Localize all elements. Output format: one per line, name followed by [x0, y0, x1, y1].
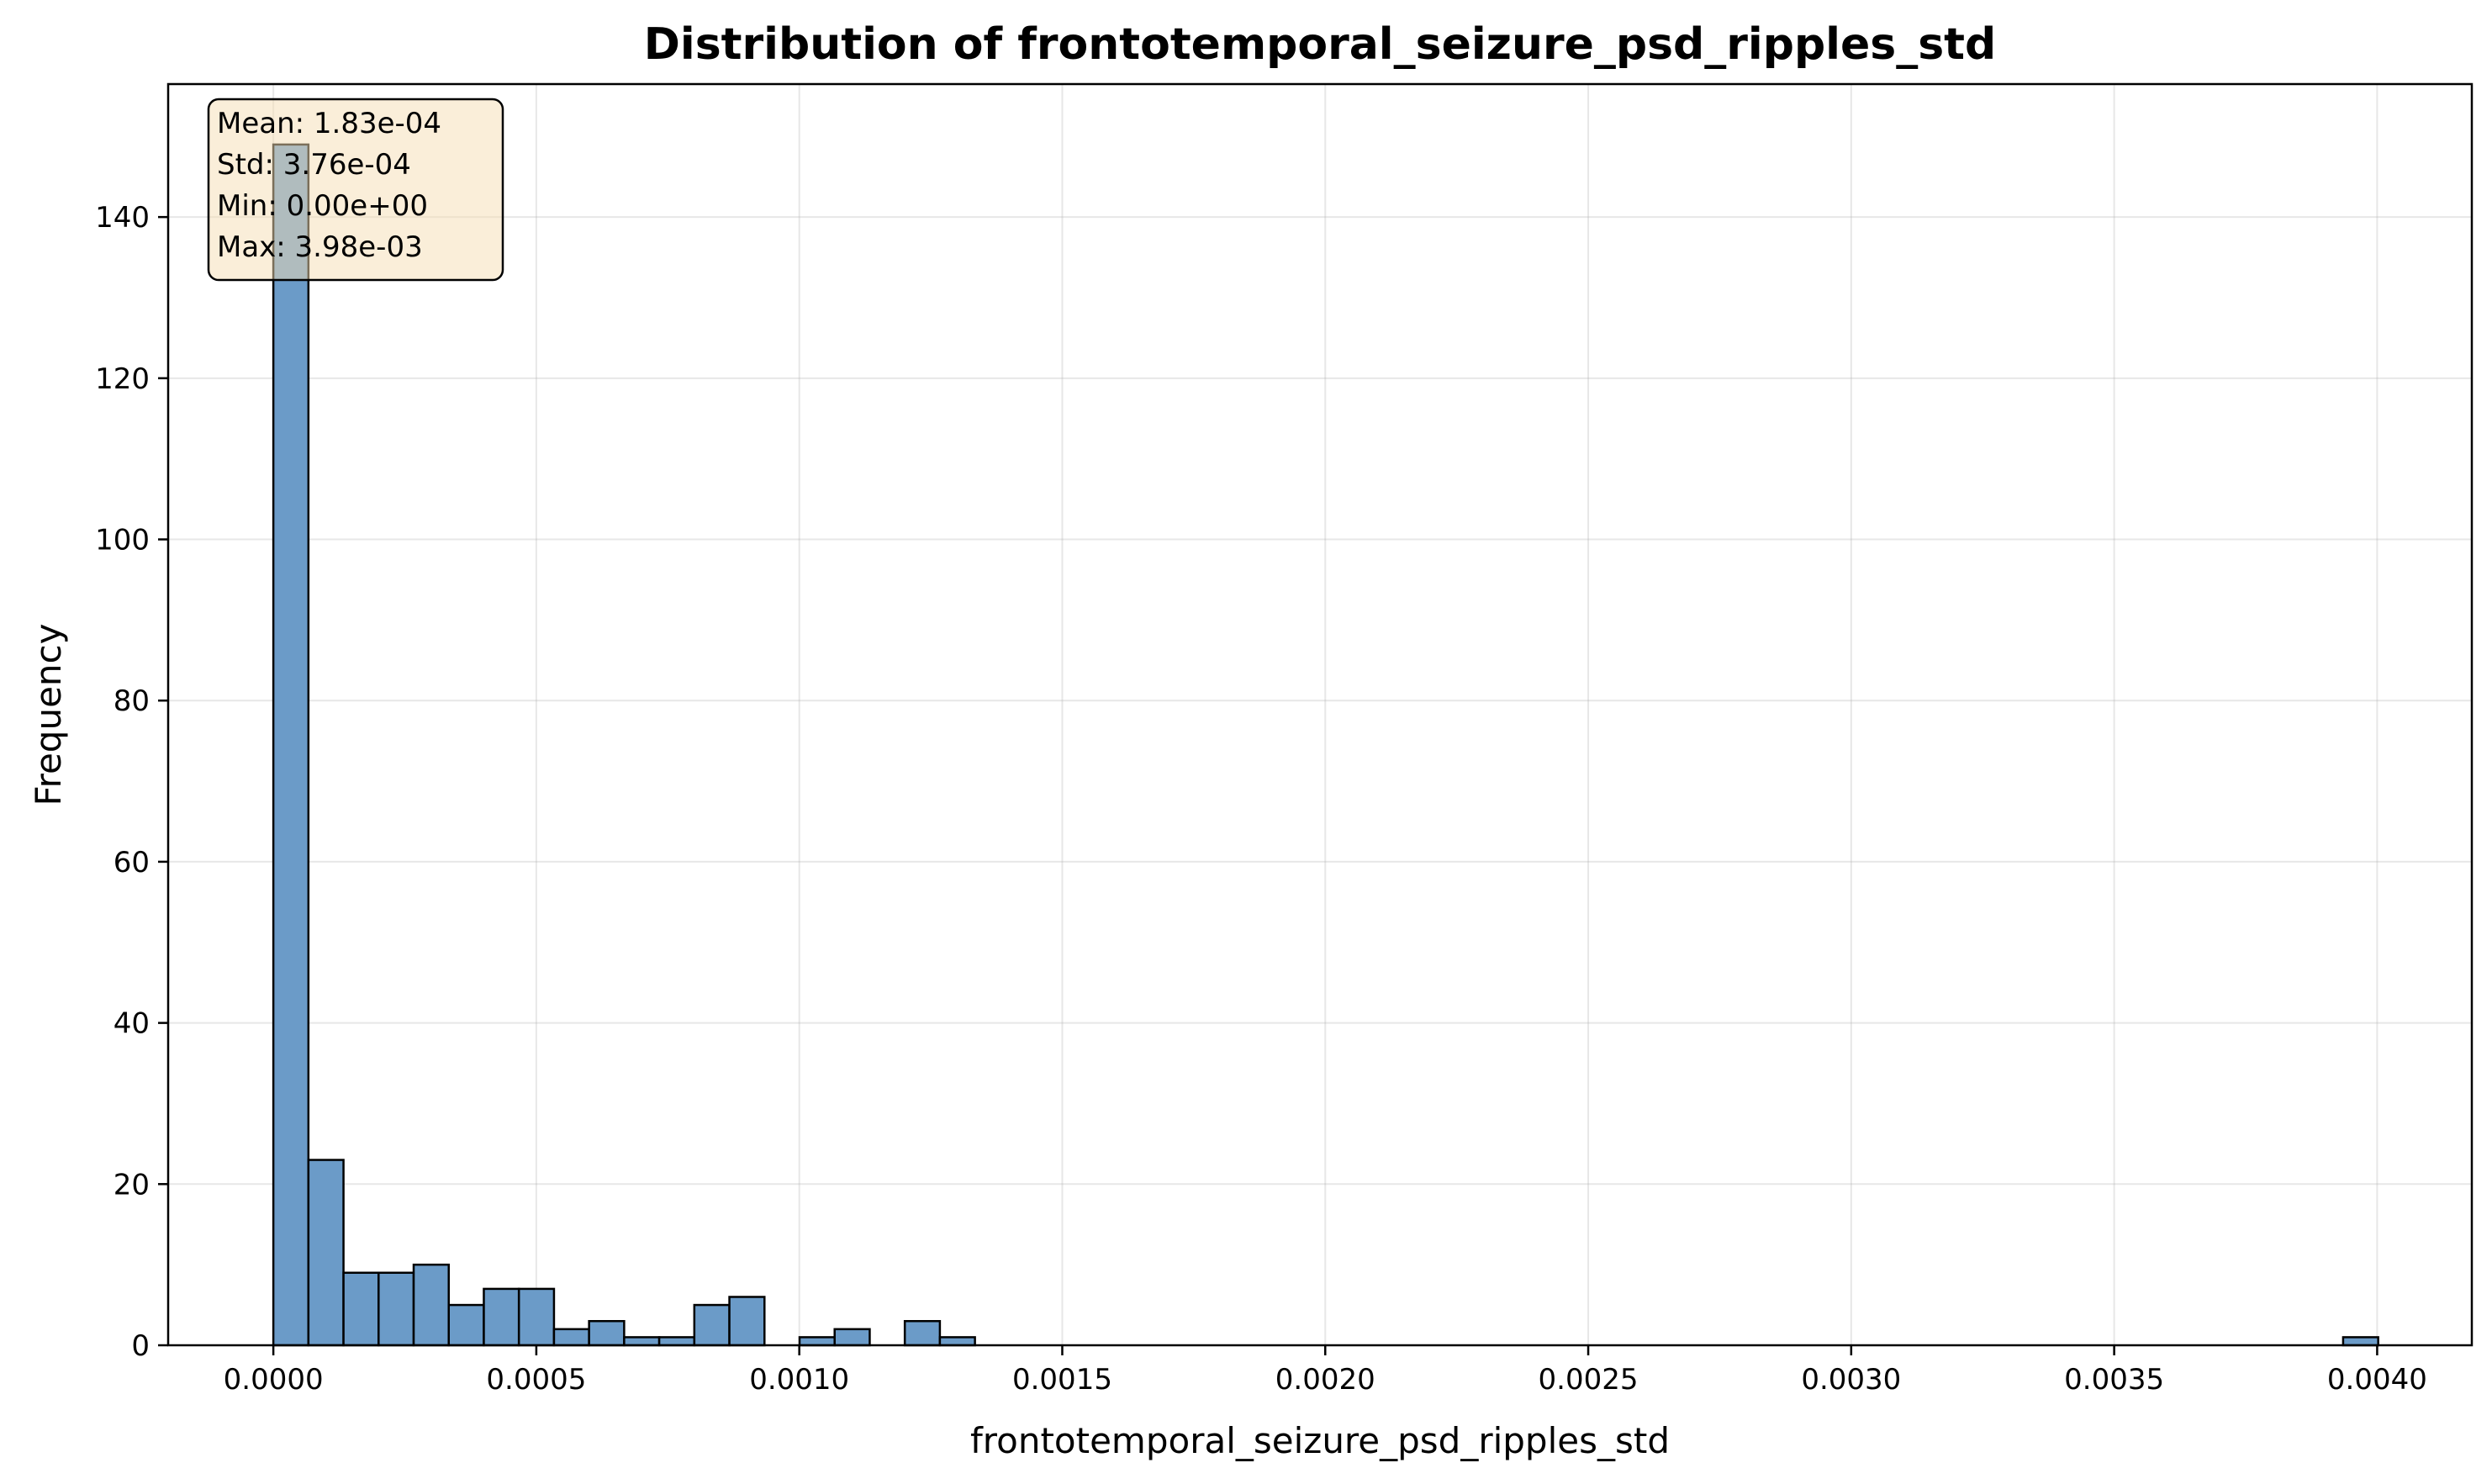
x-tick-label: 0.0035: [2064, 1363, 2164, 1397]
x-tick-label: 0.0040: [2327, 1363, 2427, 1397]
x-tick-label: 0.0020: [1275, 1363, 1375, 1397]
histogram-bar: [307, 1159, 345, 1347]
y-tick-label: 120: [95, 362, 150, 396]
y-tick-label: 60: [114, 846, 150, 879]
axes: 0.0000 0.0005 0.0010 0.0015 0.0020 0.0025 0.00…: [95, 201, 2427, 1397]
histogram-bar: [833, 1328, 871, 1347]
histogram-bar: [272, 143, 310, 1347]
bars: [272, 143, 2379, 1347]
stats-max: Max: 3.98e-03: [217, 230, 423, 264]
x-tick-label: 0.0015: [1012, 1363, 1112, 1397]
stats-std: Std: 3.76e-04: [217, 148, 411, 182]
stats-box: Mean: 1.83e-04 Std: 3.76e-04 Min: 0.00e+…: [207, 98, 504, 282]
x-tick-label: 0.0005: [486, 1363, 586, 1397]
y-tick-label: 140: [95, 201, 150, 235]
histogram-bar: [903, 1319, 942, 1347]
histogram-bar: [693, 1303, 731, 1347]
x-tick-label: 0.0000: [224, 1363, 324, 1397]
x-tick-label: 0.0030: [1801, 1363, 1901, 1397]
histogram-bar: [447, 1303, 485, 1347]
chart-title: Distribution of frontotemporal_seizure_p…: [644, 19, 1997, 70]
grid: [168, 84, 2472, 1346]
histogram-bar: [483, 1287, 520, 1347]
histogram-bar: [938, 1336, 976, 1347]
stats-min: Min: 0.00e+00: [217, 189, 428, 223]
x-axis-label: frontotemporal_seizure_psd_ripples_std: [970, 1420, 1670, 1461]
histogram-bar: [728, 1296, 766, 1347]
y-tick-label: 80: [114, 684, 150, 718]
histogram-bar: [552, 1328, 590, 1347]
y-tick-label: 0: [131, 1329, 150, 1363]
histogram-bar: [2342, 1336, 2379, 1347]
plot-frame: [166, 82, 2474, 1347]
y-tick-label: 20: [114, 1168, 150, 1201]
x-tick-label: 0.0025: [1539, 1363, 1639, 1397]
y-axis-label: Frequency: [28, 624, 69, 806]
histogram-bar: [798, 1336, 836, 1347]
histogram-bar: [342, 1271, 380, 1347]
stats-box-background: [207, 98, 504, 282]
y-tick-label: 100: [95, 524, 150, 557]
histogram-bar: [412, 1263, 450, 1347]
histogram-bar: [377, 1271, 415, 1347]
stats-mean: Mean: 1.83e-04: [217, 107, 441, 140]
histogram-bar: [623, 1336, 661, 1347]
y-tick-label: 40: [114, 1007, 150, 1041]
histogram-bar: [657, 1336, 696, 1347]
x-tick-label: 0.0010: [749, 1363, 849, 1397]
histogram-bar: [588, 1319, 626, 1347]
histogram-bar: [517, 1287, 556, 1347]
